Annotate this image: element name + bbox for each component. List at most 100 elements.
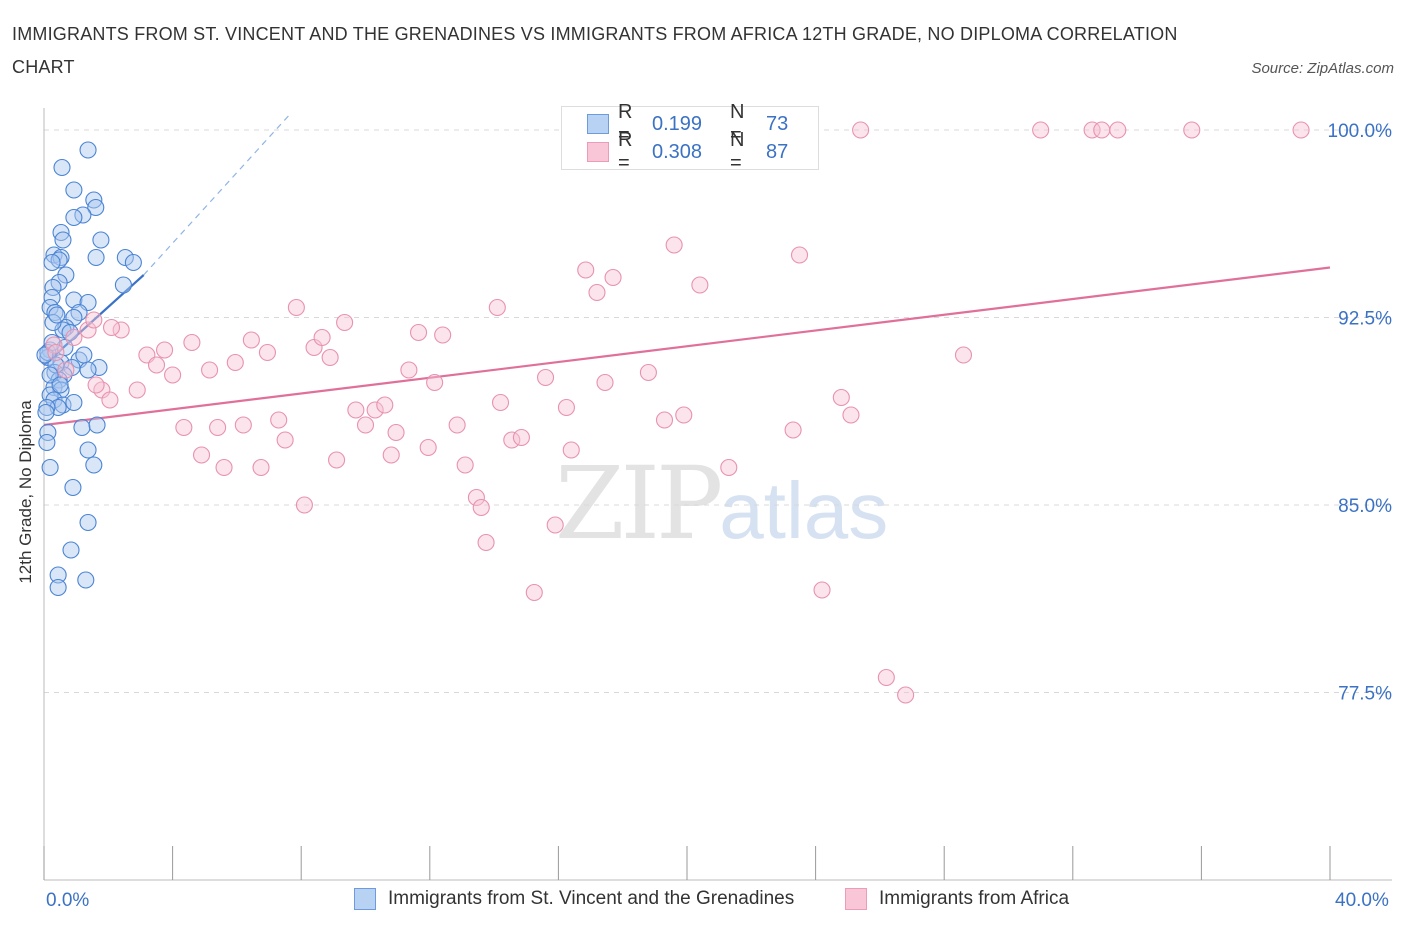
africa-point [382, 446, 400, 464]
africa-point [655, 411, 674, 429]
africa-point [897, 686, 915, 704]
legend-n-label: N = [730, 101, 745, 146]
x-tick-label-min: 0.0% [46, 890, 90, 911]
africa-point [313, 328, 331, 347]
watermark-zip: ZIP [555, 445, 723, 562]
st-vincent-point [52, 381, 70, 399]
africa-point [456, 456, 474, 474]
st-vincent-point [54, 231, 72, 249]
st-vincent-point [124, 253, 142, 272]
africa-point [347, 401, 365, 419]
st-vincent-point [49, 566, 67, 584]
africa-point [419, 438, 437, 457]
africa-point [57, 361, 75, 379]
st-vincent-point [88, 416, 106, 434]
africa-point [954, 346, 973, 364]
watermark-atlas: atlas [719, 466, 889, 555]
africa-point [503, 431, 521, 449]
africa-point [577, 261, 595, 279]
africa-point [387, 423, 405, 442]
st-vincent-point [62, 541, 80, 559]
africa-point [604, 268, 622, 287]
st-vincent-point [47, 356, 65, 374]
africa-point [164, 366, 182, 384]
legend-swatch-blue [587, 114, 609, 134]
legend-item-st-vincent: Immigrants from St. Vincent and the Gren… [354, 888, 794, 910]
africa-point [842, 406, 860, 424]
y-tick-label: 85.0% [1338, 496, 1392, 517]
africa-point [1183, 121, 1201, 139]
africa-point [101, 391, 119, 409]
legend-label-africa: Immigrants from Africa [879, 888, 1070, 909]
legend-label-st-vincent: Immigrants from St. Vincent and the Gren… [388, 888, 795, 909]
africa-point [472, 498, 490, 517]
africa-point [209, 418, 227, 437]
st-vincent-point [53, 158, 71, 177]
africa-point [588, 283, 606, 302]
legend-r-value: 0.308 [652, 140, 703, 163]
africa-point [488, 298, 506, 317]
africa-point [477, 533, 495, 552]
africa-point [87, 376, 105, 394]
africa-point [813, 581, 831, 599]
st-vincent-point [75, 346, 93, 364]
africa-point [877, 668, 895, 687]
st-vincent-point [65, 393, 83, 412]
st-vincent-point [116, 248, 134, 267]
series-africa-points [45, 121, 1310, 704]
st-vincent-point [37, 403, 55, 422]
chart-source: Source: ZipAtlas.com [1251, 60, 1394, 77]
africa-point [128, 381, 146, 399]
st-vincent-point [87, 248, 105, 267]
africa-point [720, 458, 738, 477]
st-vincent-point [85, 456, 103, 474]
st-vincent-point [65, 291, 83, 309]
africa-point [562, 441, 580, 459]
y-tick-label: 100.0% [1328, 121, 1393, 142]
legend-r-value: 0.199 [652, 112, 703, 135]
axes [43, 108, 1392, 881]
y-tick-label: 92.5% [1338, 309, 1392, 330]
africa-point [366, 401, 384, 419]
x-tick-label-max: 40.0% [1335, 890, 1389, 911]
africa-point [321, 348, 339, 367]
st-vincent-trend-extension [143, 112, 292, 276]
africa-point [258, 343, 276, 362]
africa-point [234, 416, 252, 434]
legend-item-africa: Immigrants from Africa [845, 888, 1069, 910]
st-vincent-point [87, 198, 105, 217]
st-vincent-point [90, 358, 108, 377]
africa-point [85, 311, 103, 329]
st-vincent-point [51, 376, 69, 394]
africa-point [270, 411, 288, 429]
africa-point [201, 361, 219, 379]
africa-point [784, 421, 802, 439]
africa-point [448, 416, 466, 434]
legend-r-label: R = [618, 101, 633, 146]
africa-point [175, 418, 193, 437]
africa-point [215, 458, 233, 477]
africa-point [242, 331, 260, 349]
africa-point [112, 321, 130, 339]
africa-point [1292, 121, 1310, 139]
africa-point [1093, 121, 1111, 139]
africa-point [557, 398, 575, 417]
africa-point [226, 353, 244, 372]
africa-point [1109, 121, 1127, 139]
africa-point [376, 396, 394, 414]
st-vincent-point [79, 441, 97, 459]
st-vincent-point [73, 418, 91, 437]
africa-point [426, 373, 444, 392]
africa-point [675, 406, 693, 424]
st-vincent-point [41, 458, 59, 477]
legend-n-label: N = [730, 129, 745, 174]
legend-r-label: R = [618, 129, 633, 174]
st-vincent-point [52, 248, 70, 267]
st-vincent-point [114, 276, 132, 294]
legend-swatch-pink [587, 142, 609, 162]
st-vincent-point [65, 181, 83, 199]
africa-point [252, 458, 270, 477]
legend-swatch-blue [354, 888, 376, 910]
st-vincent-point [38, 398, 56, 417]
